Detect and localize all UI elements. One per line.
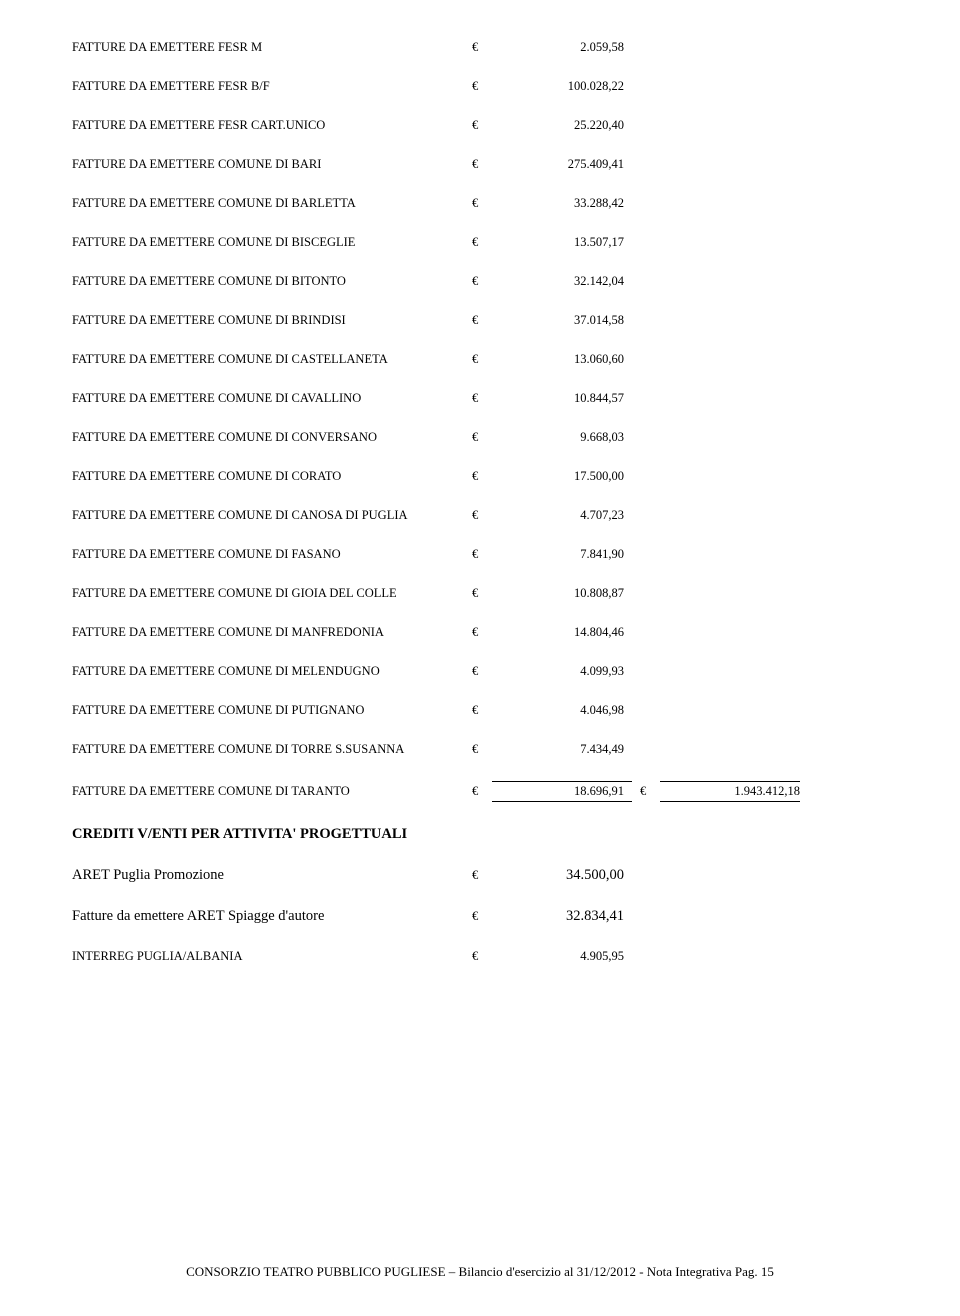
row-value: 37.014,58 [492, 313, 632, 328]
row-label: FATTURE DA EMETTERE FESR B/F [72, 79, 472, 94]
invoice-rows: FATTURE DA EMETTERE FESR M€2.059,58FATTU… [72, 40, 888, 757]
row-label: FATTURE DA EMETTERE COMUNE DI PUTIGNANO [72, 703, 472, 718]
currency: € [472, 430, 492, 445]
row-label: FATTURE DA EMETTERE FESR CART.UNICO [72, 118, 472, 133]
row-value: 14.804,46 [492, 625, 632, 640]
currency: € [472, 40, 492, 55]
table-row: FATTURE DA EMETTERE COMUNE DI BARI€275.4… [72, 157, 888, 172]
sum-row-value: 18.696,91 [492, 781, 632, 802]
currency: € [472, 868, 492, 883]
row-value: 13.060,60 [492, 352, 632, 367]
table-row: INTERREG PUGLIA/ALBANIA€4.905,95 [72, 949, 888, 964]
page-footer: CONSORZIO TEATRO PUBBLICO PUGLIESE – Bil… [0, 1264, 960, 1280]
currency: € [472, 469, 492, 484]
table-row: FATTURE DA EMETTERE COMUNE DI BRINDISI€3… [72, 313, 888, 328]
row-value: 34.500,00 [492, 867, 632, 884]
table-row: Fatture da emettere ARET Spiagge d'autor… [72, 908, 888, 925]
row-label: FATTURE DA EMETTERE COMUNE DI CORATO [72, 469, 472, 484]
currency: € [472, 586, 492, 601]
currency: € [472, 79, 492, 94]
row-value: 2.059,58 [492, 40, 632, 55]
currency: € [472, 157, 492, 172]
row-label: FATTURE DA EMETTERE COMUNE DI GIOIA DEL … [72, 586, 472, 601]
currency: € [472, 508, 492, 523]
table-row: FATTURE DA EMETTERE COMUNE DI BARLETTA€3… [72, 196, 888, 211]
currency: € [472, 235, 492, 250]
currency: € [472, 909, 492, 924]
table-row: FATTURE DA EMETTERE FESR M€2.059,58 [72, 40, 888, 55]
table-row: FATTURE DA EMETTERE FESR B/F€100.028,22 [72, 79, 888, 94]
currency: € [632, 784, 660, 799]
row-value: 33.288,42 [492, 196, 632, 211]
table-row: FATTURE DA EMETTERE COMUNE DI TORRE S.SU… [72, 742, 888, 757]
row-label: FATTURE DA EMETTERE COMUNE DI CANOSA DI … [72, 508, 472, 523]
table-row: ARET Puglia Promozione€34.500,00 [72, 867, 888, 884]
table-row: FATTURE DA EMETTERE COMUNE DI CORATO€17.… [72, 469, 888, 484]
currency: € [472, 664, 492, 679]
row-label: Fatture da emettere ARET Spiagge d'autor… [72, 908, 472, 925]
row-value: 10.844,57 [492, 391, 632, 406]
row-label: FATTURE DA EMETTERE COMUNE DI MANFREDONI… [72, 625, 472, 640]
row-label: FATTURE DA EMETTERE COMUNE DI BARLETTA [72, 196, 472, 211]
row-value: 32.142,04 [492, 274, 632, 289]
currency: € [472, 391, 492, 406]
currency: € [472, 625, 492, 640]
row-label: FATTURE DA EMETTERE COMUNE DI CAVALLINO [72, 391, 472, 406]
table-row: FATTURE DA EMETTERE COMUNE DI CONVERSANO… [72, 430, 888, 445]
currency: € [472, 118, 492, 133]
row-value: 9.668,03 [492, 430, 632, 445]
sum-row-label: FATTURE DA EMETTERE COMUNE DI TARANTO [72, 784, 472, 799]
section-heading: CREDITI V/ENTI PER ATTIVITA' PROGETTUALI [72, 826, 888, 843]
row-value: 4.099,93 [492, 664, 632, 679]
table-row: FATTURE DA EMETTERE COMUNE DI PUTIGNANO€… [72, 703, 888, 718]
row-label: FATTURE DA EMETTERE COMUNE DI CASTELLANE… [72, 352, 472, 367]
section2-rows: ARET Puglia Promozione€34.500,00Fatture … [72, 867, 888, 964]
table-row: FATTURE DA EMETTERE COMUNE DI CAVALLINO€… [72, 391, 888, 406]
sum-row: FATTURE DA EMETTERE COMUNE DI TARANTO € … [72, 781, 888, 802]
row-value: 32.834,41 [492, 908, 632, 925]
row-label: FATTURE DA EMETTERE COMUNE DI BARI [72, 157, 472, 172]
sum-row-total: 1.943.412,18 [660, 781, 800, 802]
table-row: FATTURE DA EMETTERE COMUNE DI FASANO€7.8… [72, 547, 888, 562]
row-value: 13.507,17 [492, 235, 632, 250]
row-label: FATTURE DA EMETTERE COMUNE DI TORRE S.SU… [72, 742, 472, 757]
currency: € [472, 784, 492, 799]
row-label: INTERREG PUGLIA/ALBANIA [72, 949, 472, 964]
row-label: FATTURE DA EMETTERE COMUNE DI BISCEGLIE [72, 235, 472, 250]
row-label: FATTURE DA EMETTERE COMUNE DI MELENDUGNO [72, 664, 472, 679]
row-value: 100.028,22 [492, 79, 632, 94]
currency: € [472, 949, 492, 964]
row-value: 4.046,98 [492, 703, 632, 718]
table-row: FATTURE DA EMETTERE COMUNE DI MANFREDONI… [72, 625, 888, 640]
table-row: FATTURE DA EMETTERE FESR CART.UNICO€25.2… [72, 118, 888, 133]
currency: € [472, 274, 492, 289]
row-value: 25.220,40 [492, 118, 632, 133]
row-value: 17.500,00 [492, 469, 632, 484]
currency: € [472, 742, 492, 757]
row-value: 7.841,90 [492, 547, 632, 562]
row-label: FATTURE DA EMETTERE COMUNE DI BRINDISI [72, 313, 472, 328]
currency: € [472, 547, 492, 562]
row-value: 7.434,49 [492, 742, 632, 757]
currency: € [472, 196, 492, 211]
currency: € [472, 352, 492, 367]
row-label: ARET Puglia Promozione [72, 867, 472, 884]
table-row: FATTURE DA EMETTERE COMUNE DI BITONTO€32… [72, 274, 888, 289]
table-row: FATTURE DA EMETTERE COMUNE DI CANOSA DI … [72, 508, 888, 523]
table-row: FATTURE DA EMETTERE COMUNE DI CASTELLANE… [72, 352, 888, 367]
row-value: 10.808,87 [492, 586, 632, 601]
row-label: FATTURE DA EMETTERE COMUNE DI FASANO [72, 547, 472, 562]
currency: € [472, 313, 492, 328]
table-row: FATTURE DA EMETTERE COMUNE DI BISCEGLIE€… [72, 235, 888, 250]
table-row: FATTURE DA EMETTERE COMUNE DI GIOIA DEL … [72, 586, 888, 601]
table-row: FATTURE DA EMETTERE COMUNE DI MELENDUGNO… [72, 664, 888, 679]
row-value: 4.905,95 [492, 949, 632, 964]
currency: € [472, 703, 492, 718]
row-value: 275.409,41 [492, 157, 632, 172]
row-value: 4.707,23 [492, 508, 632, 523]
row-label: FATTURE DA EMETTERE COMUNE DI BITONTO [72, 274, 472, 289]
row-label: FATTURE DA EMETTERE FESR M [72, 40, 472, 55]
row-label: FATTURE DA EMETTERE COMUNE DI CONVERSANO [72, 430, 472, 445]
